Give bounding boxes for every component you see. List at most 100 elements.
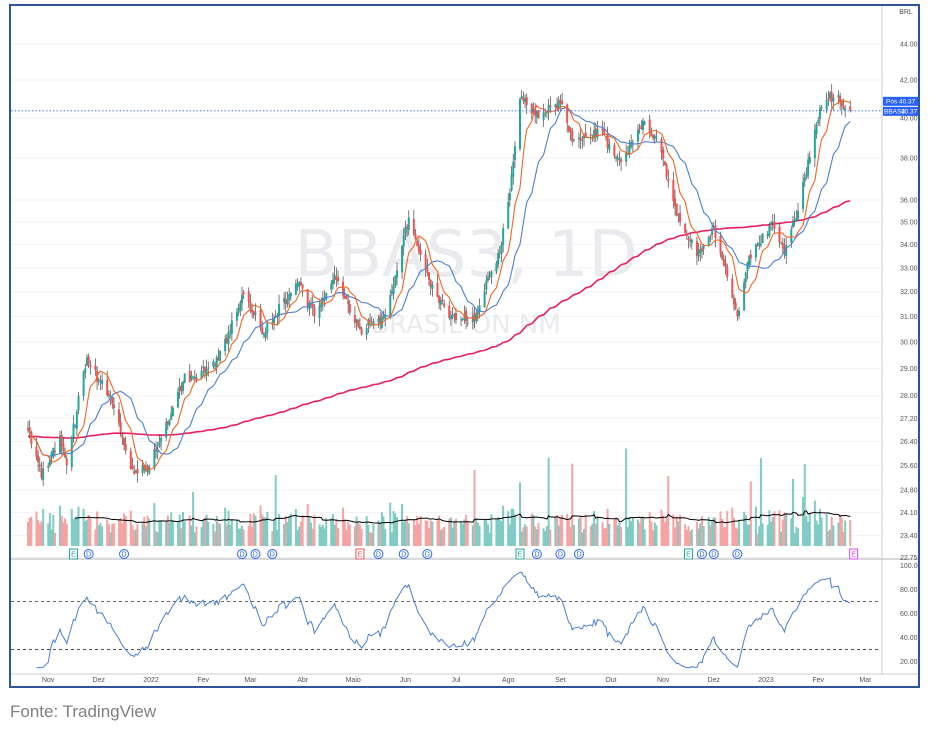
candle-body [345, 295, 348, 300]
event-marker-dividend[interactable]: D [398, 549, 409, 559]
event-marker-earnings[interactable]: E [683, 548, 693, 560]
volume-bar [360, 528, 363, 546]
candle-body [849, 106, 852, 111]
candle-body [230, 320, 233, 335]
event-marker-earnings[interactable]: E [515, 548, 525, 560]
candle-body [134, 470, 137, 473]
event-label: D [711, 552, 716, 559]
volume-bar [325, 518, 328, 546]
candle-body [724, 262, 727, 267]
volume-bar [335, 519, 338, 546]
candle-body [129, 450, 132, 469]
event-marker-dividend[interactable]: D [422, 549, 433, 559]
volume-bar [259, 505, 262, 546]
volume-bar [689, 531, 692, 546]
volume-bar [215, 516, 218, 546]
candle-body [318, 306, 321, 319]
candle-body [795, 217, 798, 222]
volume-bar [428, 527, 431, 546]
candle-body [778, 226, 781, 243]
candle-body [412, 219, 415, 235]
volume-bar [783, 512, 786, 546]
event-marker-earnings[interactable]: E [68, 548, 78, 560]
candle-body [603, 129, 606, 136]
event-marker-dividend[interactable]: D [373, 549, 384, 559]
candle-body [628, 145, 631, 154]
volume-bar [369, 532, 372, 546]
volume-bar [392, 510, 395, 546]
price-axis[interactable]: BRL 22.75 23.40 24.10 24.80 25.60 26.40 27.20 28… [899, 9, 917, 562]
volume-bar [815, 520, 818, 546]
candle-body [663, 161, 666, 165]
event-marker-dividend[interactable]: D [83, 549, 94, 559]
event-marker-dividend[interactable]: D [555, 549, 566, 559]
volume-bar [99, 522, 102, 546]
time-tick-label: Nov [657, 677, 670, 684]
event-shape [68, 548, 78, 560]
event-marker-earnings[interactable]: E [355, 548, 365, 560]
candle-body [195, 377, 198, 381]
volume-bar [805, 516, 808, 546]
event-label: D [253, 552, 258, 559]
event-marker-dividend[interactable]: D [267, 549, 278, 559]
volume-bar [827, 531, 830, 546]
candle-body [441, 299, 444, 301]
candle-body [288, 294, 291, 301]
volume-bar [176, 522, 179, 546]
event-marker-dividend[interactable]: D [708, 549, 719, 559]
event-marker-dividend[interactable]: D [732, 549, 743, 559]
volume-bar [674, 527, 677, 546]
volume-bar [768, 510, 771, 546]
volume-bar [732, 518, 735, 546]
price-tick-label: 24.10 [900, 510, 918, 517]
event-marker-dividend[interactable]: D [573, 549, 584, 559]
volume-bar [357, 521, 360, 546]
time-axis[interactable]: Nov Dez 2022 Fev Mar Abr Maio Jun Jul Ago Set Out No… [42, 677, 872, 684]
volume-bar [640, 517, 643, 546]
candle-body [486, 277, 489, 281]
event-marker-dividend[interactable]: D [236, 549, 247, 559]
candle-body [507, 202, 510, 229]
volume-bar [353, 526, 356, 546]
volume-bar [301, 515, 304, 546]
event-marker-dividend[interactable]: D [250, 549, 261, 559]
volume-bar [662, 515, 665, 546]
candle-body [429, 279, 432, 288]
volume-bar [749, 481, 752, 546]
candle-body [655, 137, 658, 139]
volume-bar [766, 525, 769, 546]
event-shape [708, 549, 719, 559]
candle-body [438, 296, 441, 303]
candle-body [217, 357, 220, 361]
event-shape [355, 548, 365, 560]
candle-body [367, 320, 370, 326]
volume-bar [251, 526, 254, 546]
volume-bar [101, 526, 104, 546]
volume-bar [660, 509, 663, 546]
event-marker-dividend[interactable]: D [696, 549, 707, 559]
candle-body [653, 135, 656, 139]
time-tick-label: Dez [708, 677, 721, 684]
volume-bar [530, 513, 533, 546]
candle-body [124, 444, 127, 451]
volume-bar [296, 529, 299, 546]
volume-bar [475, 518, 478, 546]
event-marker-dividend[interactable]: D [531, 549, 542, 559]
event-shape [373, 549, 384, 559]
volume-bar [396, 516, 398, 546]
candle-body [749, 254, 752, 259]
candle-body [155, 449, 158, 451]
volume-bar [330, 518, 333, 546]
price-tick-label: 23.40 [900, 533, 918, 540]
candle-body [596, 129, 599, 138]
volume-bar [542, 528, 545, 546]
osc-tick-label: 80.00 [900, 587, 918, 594]
volume-bar [817, 524, 820, 546]
volume-bar [512, 508, 515, 546]
event-marker-earnings[interactable]: E [849, 548, 859, 560]
volume-bar [537, 522, 540, 546]
volume-bar [299, 521, 302, 546]
volume-bar [358, 524, 361, 546]
event-marker-dividend[interactable]: D [119, 549, 130, 559]
